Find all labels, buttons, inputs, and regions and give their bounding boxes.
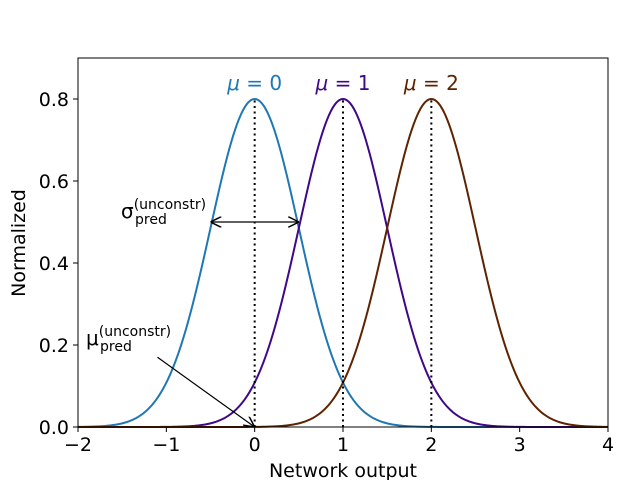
mu-subscript: pred: [100, 339, 132, 355]
mu-symbol: μ: [86, 326, 99, 350]
sigma-superscript: (unconstr): [134, 197, 206, 213]
sigma-subscript: pred: [135, 212, 167, 228]
sigma-symbol: σ: [121, 199, 134, 223]
y-tick-label: 0.8: [39, 89, 69, 111]
y-tick-label: 0.4: [39, 253, 69, 275]
x-axis-label: Network output: [269, 460, 417, 480]
sigma-annotation: σ(unconstr) pred: [121, 197, 206, 228]
mean-labels-group: μ = 0 μ = 1 μ = 2: [226, 71, 459, 95]
mu-annotation: μ(unconstr) pred: [86, 324, 171, 355]
series-curve-mu-0: [77, 97, 608, 428]
series-curve-mu-2: [78, 97, 609, 428]
y-tick-label: 0.2: [39, 335, 69, 357]
y-tick-label: 0.6: [39, 171, 69, 193]
x-ticks-group: −2 −1 0 1 2 3 4: [64, 427, 614, 456]
x-tick-label: 3: [514, 434, 526, 456]
mu-point-arrow: [157, 356, 255, 427]
series-curve-mu-1: [78, 97, 608, 428]
mean-label-mu-1: μ = 1: [315, 71, 371, 95]
mean-label-mu-0: μ = 0: [226, 71, 282, 95]
x-tick-label: 0: [249, 434, 261, 456]
x-tick-label: 4: [602, 434, 614, 456]
x-tick-label: −2: [64, 434, 92, 456]
x-tick-label: −1: [152, 434, 180, 456]
mean-label-mu-2: μ = 2: [403, 71, 459, 95]
y-axis-label: Normalized: [8, 189, 30, 297]
mean-lines-group: [253, 99, 433, 427]
curves-group: [77, 97, 609, 428]
mu-superscript: (unconstr): [99, 324, 171, 340]
y-tick-label: 0.0: [39, 417, 69, 439]
x-tick-label: 1: [337, 434, 349, 456]
x-tick-label: 2: [425, 434, 437, 456]
y-ticks-group: 0.0 0.2 0.4 0.6 0.8: [39, 89, 78, 439]
